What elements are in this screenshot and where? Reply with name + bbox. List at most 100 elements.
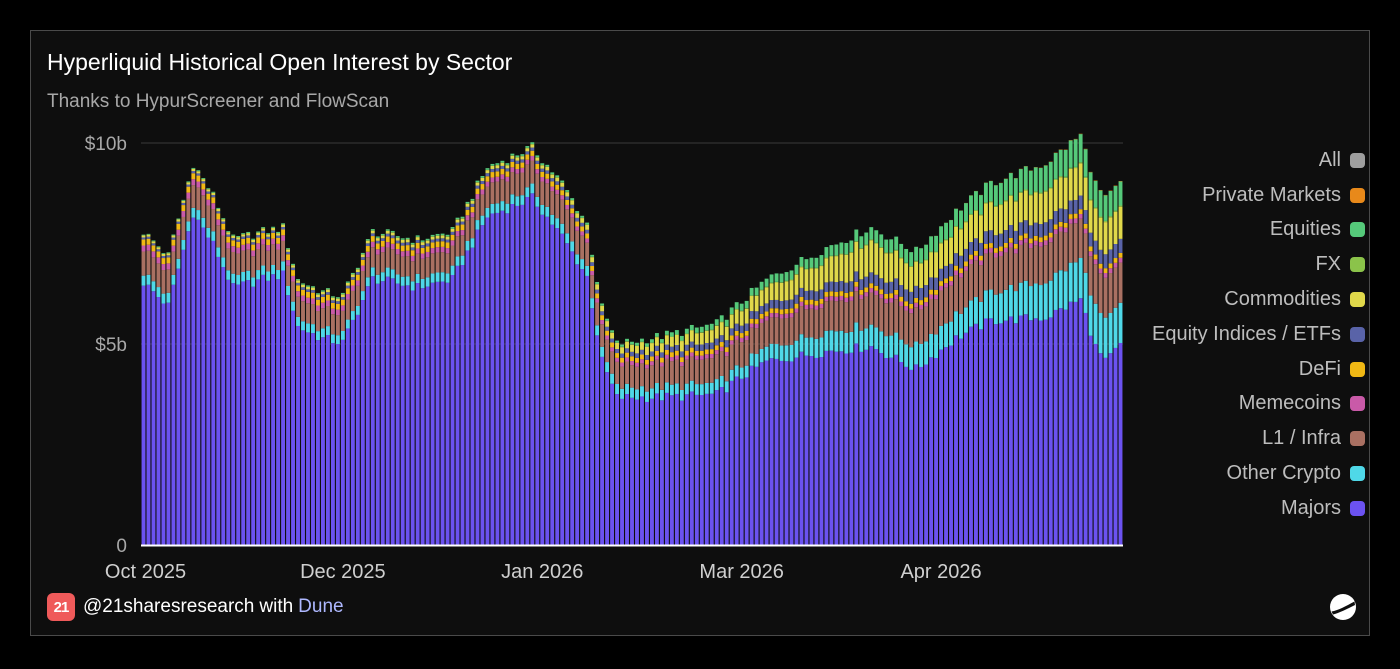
- bar-segment[interactable]: [1043, 235, 1048, 241]
- bar-segment[interactable]: [221, 235, 226, 258]
- bar-segment[interactable]: [450, 275, 455, 545]
- bar-segment[interactable]: [909, 252, 914, 266]
- bar-segment[interactable]: [724, 392, 729, 545]
- bar-segment[interactable]: [400, 238, 405, 240]
- bar-segment[interactable]: [380, 241, 385, 247]
- bar-segment[interactable]: [550, 172, 555, 175]
- bar-segment[interactable]: [704, 324, 709, 331]
- bar-segment[interactable]: [520, 162, 525, 168]
- bar-segment[interactable]: [470, 217, 475, 239]
- bar-segment[interactable]: [909, 308, 914, 314]
- bar-segment[interactable]: [1058, 221, 1063, 227]
- bar-segment[interactable]: [759, 348, 764, 363]
- bar-segment[interactable]: [844, 282, 849, 293]
- bar-segment[interactable]: [321, 290, 325, 292]
- bar-segment[interactable]: [1113, 307, 1118, 348]
- bar-segment[interactable]: [246, 249, 251, 271]
- bar-segment[interactable]: [789, 344, 794, 362]
- bar-segment[interactable]: [774, 281, 779, 283]
- bar-segment[interactable]: [181, 199, 186, 201]
- bar-segment[interactable]: [480, 184, 485, 190]
- bar-segment[interactable]: [355, 280, 360, 286]
- bar-segment[interactable]: [689, 391, 694, 545]
- bar-segment[interactable]: [1078, 162, 1083, 164]
- bar-segment[interactable]: [440, 235, 445, 239]
- bar-segment[interactable]: [370, 241, 375, 248]
- bar-segment[interactable]: [291, 275, 295, 282]
- bar-segment[interactable]: [565, 196, 570, 200]
- bar-segment[interactable]: [206, 205, 211, 228]
- bar-segment[interactable]: [590, 262, 595, 266]
- bar-segment[interactable]: [181, 211, 186, 217]
- bar-segment[interactable]: [654, 345, 659, 351]
- legend-item[interactable]: Equity Indices / ETFs: [1131, 317, 1365, 352]
- bar-segment[interactable]: [709, 342, 714, 350]
- bar-segment[interactable]: [1088, 232, 1093, 247]
- bar-segment[interactable]: [824, 247, 829, 258]
- bar-segment[interactable]: [311, 304, 315, 325]
- bar-segment[interactable]: [505, 165, 510, 169]
- bar-segment[interactable]: [640, 396, 644, 545]
- bar-segment[interactable]: [325, 335, 330, 545]
- bar-segment[interactable]: [500, 179, 505, 202]
- bar-segment[interactable]: [445, 248, 450, 254]
- bar-segment[interactable]: [899, 296, 904, 302]
- bar-segment[interactable]: [1048, 188, 1053, 220]
- bar-segment[interactable]: [465, 215, 470, 221]
- bar-segment[interactable]: [605, 326, 610, 331]
- bar-segment[interactable]: [1048, 317, 1053, 545]
- bar-segment[interactable]: [311, 287, 315, 291]
- bar-segment[interactable]: [934, 358, 939, 545]
- bar-segment[interactable]: [799, 296, 804, 302]
- bar-segment[interactable]: [1103, 254, 1108, 269]
- bar-segment[interactable]: [709, 349, 714, 354]
- bar-segment[interactable]: [580, 269, 585, 545]
- bar-segment[interactable]: [645, 364, 649, 369]
- bar-segment[interactable]: [949, 237, 953, 264]
- bar-segment[interactable]: [929, 289, 934, 295]
- bar-segment[interactable]: [286, 295, 290, 545]
- bar-segment[interactable]: [605, 318, 610, 321]
- bar-segment[interactable]: [859, 351, 864, 545]
- bar-segment[interactable]: [904, 262, 909, 264]
- bar-segment[interactable]: [261, 228, 266, 231]
- bar-segment[interactable]: [1048, 232, 1053, 238]
- bar-segment[interactable]: [1033, 192, 1038, 223]
- bar-segment[interactable]: [615, 349, 619, 354]
- bar-segment[interactable]: [674, 334, 679, 336]
- bar-segment[interactable]: [640, 363, 644, 387]
- bar-segment[interactable]: [605, 330, 610, 336]
- bar-segment[interactable]: [191, 179, 196, 186]
- bar-segment[interactable]: [779, 309, 784, 315]
- bar-segment[interactable]: [340, 305, 345, 311]
- bar-segment[interactable]: [485, 186, 490, 208]
- bar-segment[interactable]: [600, 305, 605, 312]
- bar-segment[interactable]: [959, 277, 963, 314]
- legend-item[interactable]: FX: [1131, 247, 1365, 282]
- bar-segment[interactable]: [311, 333, 315, 545]
- bar-segment[interactable]: [605, 321, 610, 327]
- bar-segment[interactable]: [460, 230, 465, 236]
- bar-segment[interactable]: [296, 282, 300, 286]
- bar-segment[interactable]: [301, 295, 305, 302]
- bar-segment[interactable]: [475, 220, 480, 230]
- bar-segment[interactable]: [799, 267, 804, 288]
- bar-segment[interactable]: [176, 235, 181, 259]
- bar-segment[interactable]: [615, 342, 619, 350]
- bar-segment[interactable]: [281, 224, 286, 227]
- bar-segment[interactable]: [500, 165, 505, 170]
- bar-segment[interactable]: [1018, 191, 1023, 193]
- bar-segment[interactable]: [729, 314, 734, 329]
- bar-segment[interactable]: [385, 247, 390, 268]
- bar-segment[interactable]: [759, 290, 764, 306]
- bar-segment[interactable]: [1033, 167, 1038, 192]
- bar-segment[interactable]: [969, 300, 973, 327]
- bar-segment[interactable]: [749, 323, 754, 328]
- bar-segment[interactable]: [1078, 195, 1083, 210]
- bar-segment[interactable]: [949, 236, 953, 238]
- bar-segment[interactable]: [515, 155, 520, 158]
- bar-segment[interactable]: [455, 219, 460, 223]
- bar-segment[interactable]: [899, 361, 904, 545]
- bar-segment[interactable]: [929, 236, 934, 252]
- bar-segment[interactable]: [266, 245, 271, 251]
